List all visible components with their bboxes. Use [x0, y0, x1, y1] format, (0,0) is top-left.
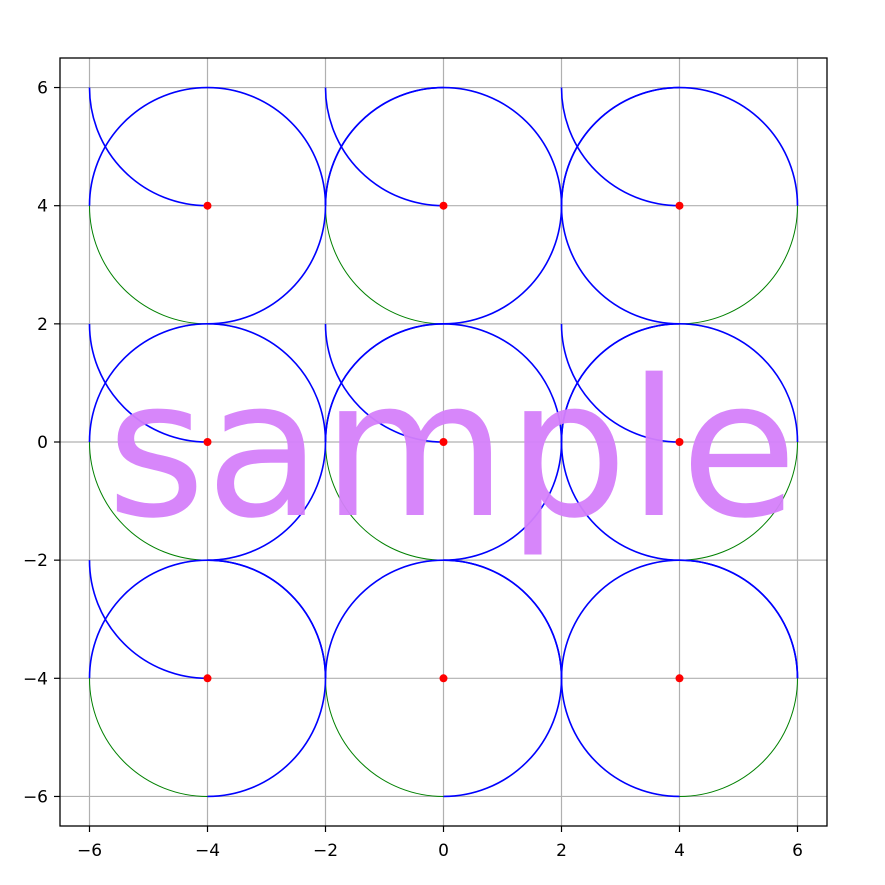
- center-point: [439, 201, 448, 210]
- center-point: [675, 201, 684, 210]
- axis-ticks: −6 −4 −2 0 2 4 6 −6 −4 −2 0 2 4 6: [23, 79, 803, 861]
- blue-arcs: [88, 86, 799, 798]
- blue-corner-arc: [560, 323, 680, 443]
- center-point: [675, 438, 684, 446]
- blue-arc: [207, 441, 327, 561]
- blue-arc: [207, 205, 327, 325]
- blue-corner-arc: [324, 86, 444, 206]
- blue-corner-arc: [679, 559, 799, 679]
- blue-arc: [207, 678, 327, 798]
- y-tick-label: 2: [37, 315, 48, 335]
- blue-corner-arc: [88, 323, 208, 443]
- center-point: [203, 674, 212, 683]
- center-point: [439, 438, 448, 446]
- x-tick-label: −4: [195, 841, 220, 861]
- y-tick-label: −6: [23, 787, 48, 807]
- center-point: [203, 438, 212, 446]
- blue-corner-arc: [560, 323, 680, 443]
- y-tick-label: −2: [23, 551, 48, 571]
- blue-arc: [443, 205, 563, 325]
- blue-arc: [560, 559, 680, 798]
- center-points: [203, 201, 684, 683]
- y-tick-label: 0: [37, 433, 48, 453]
- blue-arc: [443, 678, 563, 798]
- x-tick-label: −2: [313, 841, 338, 861]
- blue-arc: [88, 86, 327, 206]
- blue-corner-arc: [324, 323, 444, 443]
- x-tick-label: 6: [792, 841, 803, 861]
- y-tick-label: 4: [37, 197, 48, 217]
- x-tick-label: −6: [77, 841, 102, 861]
- blue-corner-arc: [324, 87, 444, 207]
- blue-corner-arc: [560, 87, 680, 207]
- blue-corner-arc: [560, 86, 680, 206]
- watermark-text: sample: [107, 339, 798, 560]
- x-tick-label: 0: [438, 841, 449, 861]
- blue-arc: [679, 86, 799, 206]
- center-point: [675, 674, 684, 683]
- blue-corner-arc: [324, 323, 444, 443]
- blue-corner-arc: [88, 560, 208, 680]
- blue-arc: [88, 323, 327, 443]
- x-tick-label: 4: [674, 841, 685, 861]
- blue-corner-arc: [443, 559, 563, 679]
- y-tick-label: 6: [37, 79, 48, 99]
- center-point: [439, 674, 448, 683]
- x-tick-label: 2: [556, 841, 567, 861]
- center-point: [203, 201, 212, 210]
- y-tick-label: −4: [23, 669, 48, 689]
- blue-arc: [679, 323, 799, 443]
- blue-corner-arc: [88, 87, 208, 207]
- blue-arc: [443, 441, 563, 561]
- blue-corner-arc: [207, 559, 327, 679]
